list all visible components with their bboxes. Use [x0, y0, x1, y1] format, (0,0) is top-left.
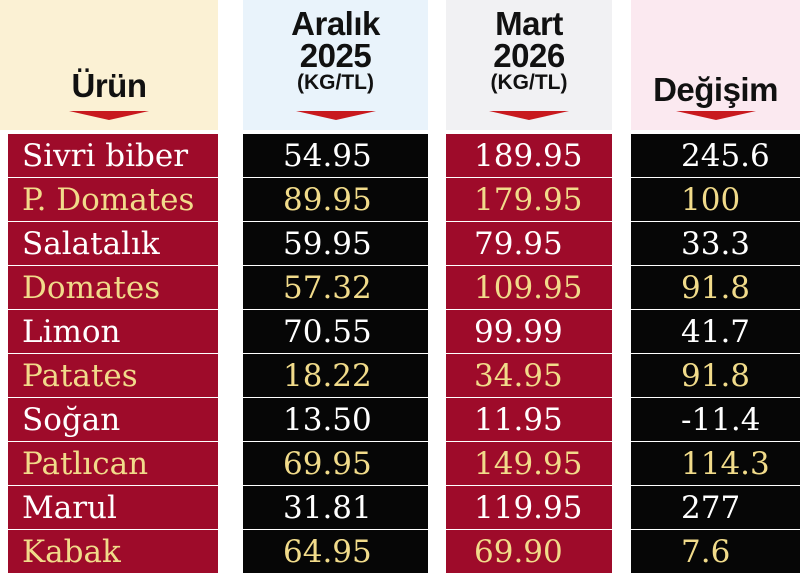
december-price-cell: 64.95: [243, 530, 428, 573]
header-march-month: Mart: [495, 5, 563, 42]
march-price-cell: 34.95: [446, 354, 612, 397]
header-december: Aralık 2025 (KG/TL): [243, 0, 428, 130]
table-row: Limon 70.55 99.99 41.7: [0, 310, 800, 354]
december-price-cell: 54.95: [243, 134, 428, 177]
change-cell: 91.8: [631, 266, 800, 309]
header-product-label: Ürün: [71, 67, 148, 104]
down-arrow-icon: [675, 111, 756, 120]
december-price-cell: 59.95: [243, 222, 428, 265]
march-price-cell: 149.95: [446, 442, 612, 485]
change-cell: 33.3: [631, 222, 800, 265]
change-cell: 245.6: [631, 134, 800, 177]
december-price-cell: 70.55: [243, 310, 428, 353]
header-product: Ürün: [0, 0, 218, 130]
march-price-cell: 179.95: [446, 178, 612, 221]
table-row: Kabak 64.95 69.90 7.6: [0, 530, 800, 574]
product-cell: Patates: [8, 354, 218, 397]
table-row: P. Domates 89.95 179.95 100: [0, 178, 800, 222]
table-row: Marul 31.81 119.95 277: [0, 486, 800, 530]
change-cell: -11.4: [631, 398, 800, 441]
change-cell: 41.7: [631, 310, 800, 353]
header-march-unit: (KG/TL): [490, 71, 568, 94]
march-price-cell: 119.95: [446, 486, 612, 529]
header-march-year: 2026: [493, 37, 565, 74]
table-row: Sivri biber 54.95 189.95 245.6: [0, 134, 800, 178]
change-cell: 7.6: [631, 530, 800, 573]
product-cell: Limon: [8, 310, 218, 353]
march-price-cell: 109.95: [446, 266, 612, 309]
december-price-cell: 13.50: [243, 398, 428, 441]
table-row: Soğan 13.50 11.95 -11.4: [0, 398, 800, 442]
change-cell: 114.3: [631, 442, 800, 485]
march-price-cell: 189.95: [446, 134, 612, 177]
change-cell: 91.8: [631, 354, 800, 397]
table-row: Salatalık 59.95 79.95 33.3: [0, 222, 800, 266]
table-row: Patates 18.22 34.95 91.8: [0, 354, 800, 398]
product-cell: Sivri biber: [8, 134, 218, 177]
down-arrow-icon: [69, 111, 149, 120]
product-cell: Patlıcan: [8, 442, 218, 485]
march-price-cell: 79.95: [446, 222, 612, 265]
header-change: Değişim: [631, 0, 800, 130]
down-arrow-icon: [295, 111, 376, 120]
header-december-unit: (KG/TL): [297, 71, 374, 94]
product-cell: Marul: [8, 486, 218, 529]
december-price-cell: 89.95: [243, 178, 428, 221]
product-cell: Kabak: [8, 530, 218, 573]
december-price-cell: 31.81: [243, 486, 428, 529]
header-december-year: 2025: [299, 37, 372, 74]
change-cell: 277: [631, 486, 800, 529]
product-cell: Soğan: [8, 398, 218, 441]
header-march: Mart 2026 (KG/TL): [446, 0, 612, 130]
header-change-label: Değişim: [653, 71, 778, 108]
table-row: Patlıcan 69.95 149.95 114.3: [0, 442, 800, 486]
december-price-cell: 57.32: [243, 266, 428, 309]
december-price-cell: 69.95: [243, 442, 428, 485]
change-cell: 100: [631, 178, 800, 221]
march-price-cell: 11.95: [446, 398, 612, 441]
march-price-cell: 99.99: [446, 310, 612, 353]
product-cell: Domates: [8, 266, 218, 309]
march-price-cell: 69.90: [446, 530, 612, 573]
header-december-month: Aralık: [291, 5, 380, 42]
table-row: Domates 57.32 109.95 91.8: [0, 266, 800, 310]
december-price-cell: 18.22: [243, 354, 428, 397]
down-arrow-icon: [489, 111, 569, 120]
product-cell: P. Domates: [8, 178, 218, 221]
product-cell: Salatalık: [8, 222, 218, 265]
